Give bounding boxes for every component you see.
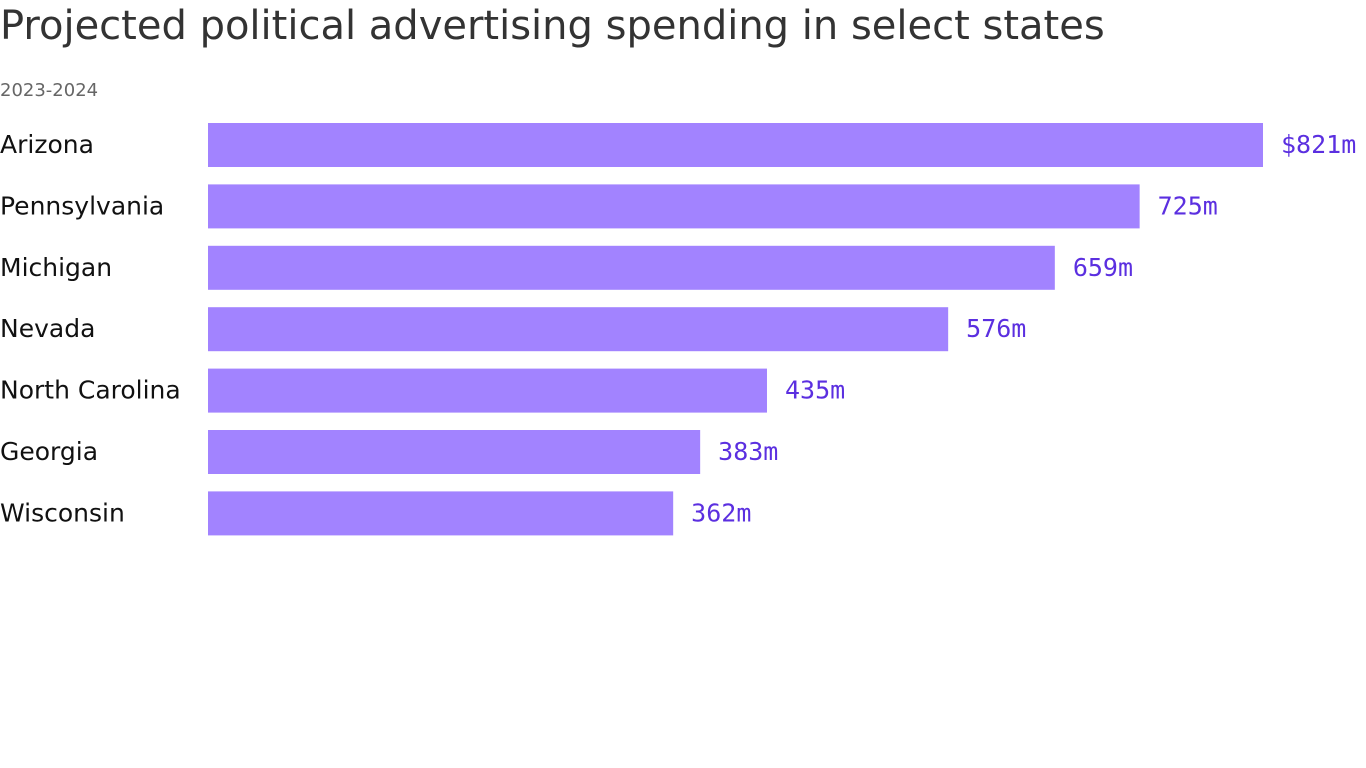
value-label: 725m <box>1158 191 1218 220</box>
chart-title: Projected political advertising spending… <box>0 3 1105 49</box>
bar <box>208 245 1055 290</box>
bar <box>208 123 1263 167</box>
value-label: 576m <box>966 314 1026 343</box>
category-label: Wisconsin <box>0 498 125 527</box>
bar <box>208 184 1140 229</box>
category-label: North Carolina <box>0 376 181 405</box>
category-label: Arizona <box>0 130 94 159</box>
category-label: Georgia <box>0 437 98 466</box>
value-label: 435m <box>785 376 845 405</box>
bar <box>208 307 949 352</box>
value-label: $821m <box>1281 130 1356 159</box>
bar <box>208 430 701 474</box>
category-label: Michigan <box>0 253 112 282</box>
bar <box>208 491 674 536</box>
category-label: Nevada <box>0 314 95 343</box>
value-label: 659m <box>1073 253 1133 282</box>
value-label: 362m <box>691 498 751 527</box>
category-label: Pennsylvania <box>0 191 164 220</box>
chart-subtitle: 2023-2024 <box>0 80 98 101</box>
bar <box>208 368 767 413</box>
value-label: 383m <box>718 437 778 466</box>
